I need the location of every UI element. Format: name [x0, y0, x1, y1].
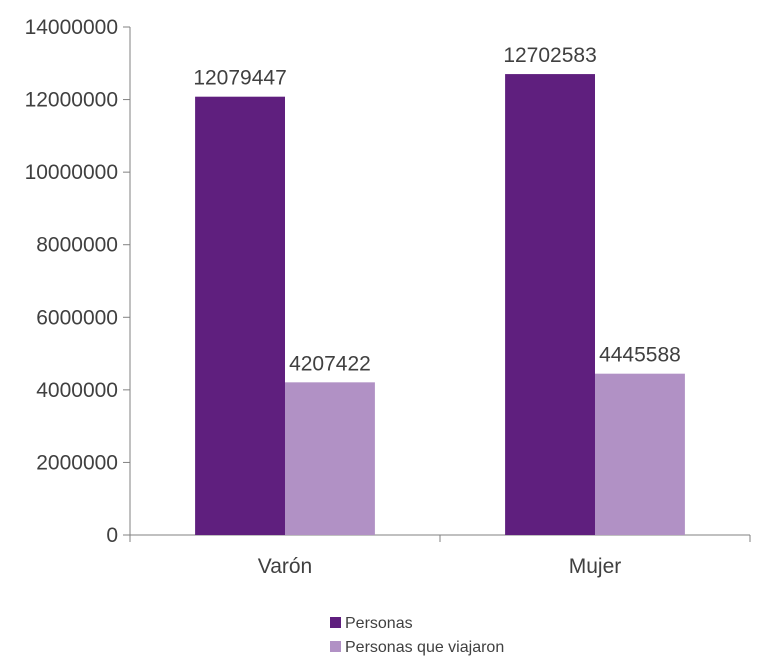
x-category-label: Varón	[258, 555, 312, 578]
bar	[285, 382, 375, 535]
x-axis: Varón Mujer	[129, 534, 751, 578]
y-tick-label: 4000000	[36, 379, 118, 402]
bar-value-label: 4207422	[289, 352, 371, 375]
y-tick-label: 0	[106, 524, 118, 547]
legend: Personas Personas que viajaron	[330, 615, 504, 656]
legend-swatch	[330, 617, 341, 628]
data-labels-group: 12079447 4207422 12702583 4445588	[193, 44, 681, 375]
bar	[505, 74, 595, 536]
bar-value-label: 12702583	[503, 44, 596, 67]
y-tick-label: 6000000	[36, 306, 118, 329]
bar-value-label: 12079447	[193, 67, 286, 90]
y-axis: 0 2000000 4000000 6000000 8000000 10000000 120…	[25, 16, 131, 547]
legend-label: Personas	[345, 615, 413, 632]
y-tick-label: 8000000	[36, 234, 118, 257]
y-tick-label: 12000000	[25, 89, 118, 112]
legend-label: Personas que viajaron	[345, 639, 504, 656]
bar	[595, 373, 685, 535]
bar-value-label: 4445588	[599, 344, 681, 367]
legend-swatch	[330, 641, 341, 652]
x-category-label: Mujer	[569, 555, 622, 578]
bars-group	[195, 74, 685, 536]
y-tick-label: 2000000	[36, 451, 118, 474]
bar	[195, 96, 285, 536]
y-tick-label: 10000000	[25, 161, 118, 184]
y-tick-label: 14000000	[25, 16, 118, 39]
